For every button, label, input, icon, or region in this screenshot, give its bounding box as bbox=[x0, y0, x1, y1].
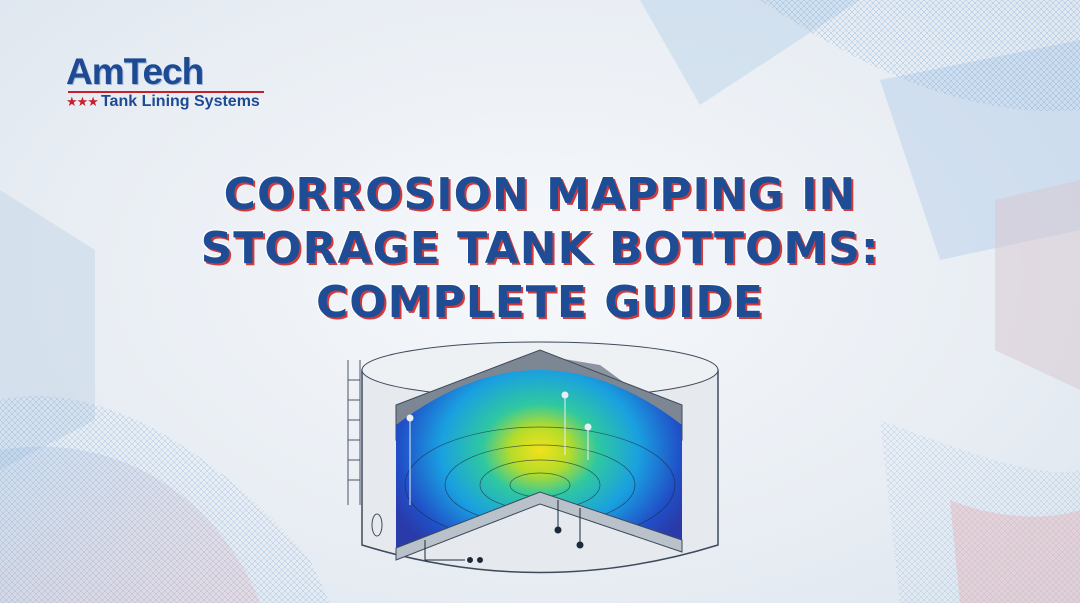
title-line-2: STORAGE TANK BOTTOMS: bbox=[200, 223, 880, 274]
page-title: CORROSION MAPPING IN STORAGE TANK BOTTOM… bbox=[0, 168, 1080, 330]
storage-tank-illustration bbox=[347, 341, 719, 574]
title-line-3: COMPLETE GUIDE bbox=[315, 277, 764, 328]
title-line-1: CORROSION MAPPING IN bbox=[223, 169, 857, 220]
logo-brand: AmTech bbox=[66, 51, 204, 92]
amtech-logo[interactable]: AmTech ★★★ Tank Lining Systems bbox=[66, 51, 264, 111]
logo-divider bbox=[68, 91, 264, 93]
star-icon: ★★★ bbox=[66, 94, 99, 110]
logo-tagline: Tank Lining Systems bbox=[100, 93, 260, 110]
